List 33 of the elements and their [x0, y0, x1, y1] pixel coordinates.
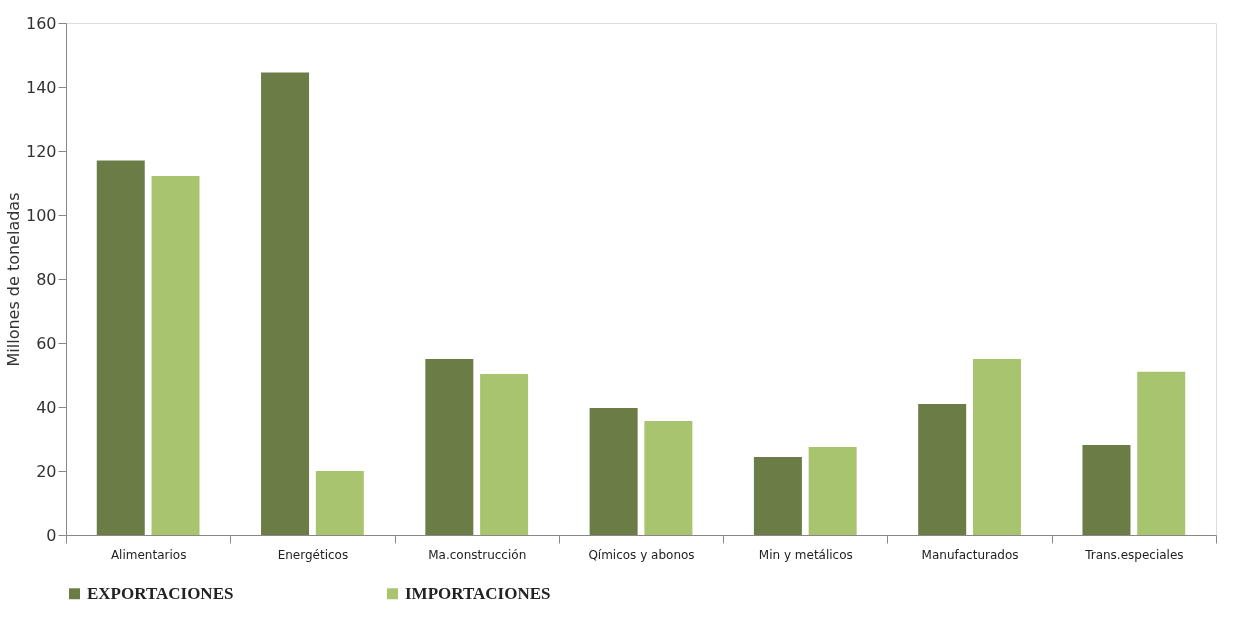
x-tick-label: Alimentarios	[110, 547, 187, 562]
x-tick-label: Manufacturados	[921, 547, 1019, 562]
bar	[151, 175, 200, 535]
bar	[315, 471, 364, 535]
y-tick-label: 60	[36, 333, 57, 353]
y-tick-label: 120	[25, 141, 57, 161]
x-tick-label: Ma.construcción	[428, 547, 527, 562]
y-tick-label: 140	[25, 77, 57, 97]
bar	[96, 160, 145, 535]
bar	[261, 72, 310, 535]
bar	[918, 404, 967, 535]
legend-label: IMPORTACIONES	[405, 583, 551, 603]
x-tick-label: Qímicos y abonos	[588, 547, 695, 562]
bar	[589, 407, 638, 535]
x-tick-label: Min y metálicos	[758, 547, 853, 562]
bar	[1137, 371, 1186, 535]
y-tick-label: 0	[46, 525, 57, 545]
y-tick-label: 20	[36, 461, 57, 481]
y-tick-label: 160	[25, 13, 57, 33]
bar	[1082, 445, 1131, 535]
bar	[480, 374, 529, 535]
bar	[425, 359, 474, 535]
x-tick-label: Trans.especiales	[1084, 547, 1184, 562]
y-tick-label: 40	[36, 397, 57, 417]
bar	[644, 421, 693, 535]
bar	[753, 456, 802, 535]
bar	[808, 447, 857, 535]
legend-label: EXPORTACIONES	[87, 583, 234, 603]
x-tick-label: Energéticos	[277, 547, 349, 562]
bar	[972, 359, 1021, 535]
y-tick-label: 100	[25, 205, 57, 225]
y-tick-label: 80	[36, 269, 57, 289]
y-axis-title: Millones de toneladas	[3, 192, 23, 367]
